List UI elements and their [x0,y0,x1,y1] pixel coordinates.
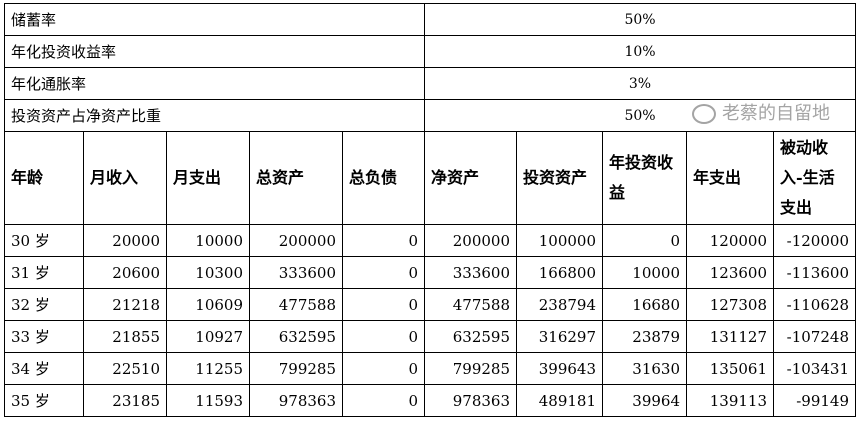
table-cell: 0 [342,288,425,321]
param-row: 投资资产占净资产比重 50% [4,99,856,132]
column-header: 投资资产 [516,131,603,225]
table-cell: 632595 [424,320,517,353]
table-cell: 34 岁 [4,352,84,385]
table-row: 33 岁 21855 10927 632595 0 632595 316297 23879 13… [4,320,856,353]
table-row: 30 岁 20000 10000 200000 0 200000 100000 0 120000… [4,224,856,257]
column-header: 总资产 [249,131,343,225]
table-cell: -99149 [773,384,856,417]
table-cell: 0 [342,352,425,385]
column-header: 被动收入-生活支出 [773,131,856,225]
table-cell: 489181 [516,384,603,417]
param-value: 50% [424,99,856,132]
table-cell: 131127 [686,320,774,353]
table-cell: 166800 [516,256,603,289]
table-cell: 978363 [249,384,343,417]
table-cell: 35 岁 [4,384,84,417]
table-cell: 978363 [424,384,517,417]
table-cell: 333600 [424,256,517,289]
table-cell: 11593 [166,384,250,417]
header-row: 年龄 月收入 月支出 总资产 总负债 净资产 投资资产 年投资收益 年支出 被动收入-生活支出 [4,131,856,225]
table-cell: 32 岁 [4,288,84,321]
table-cell: 31 岁 [4,256,84,289]
param-value: 50% [424,3,856,36]
param-row: 年化通胀率 3% [4,67,856,100]
table-cell: 127308 [686,288,774,321]
table-cell: -113600 [773,256,856,289]
table-cell: 10609 [166,288,250,321]
table-cell: 0 [602,224,687,257]
table-cell: 0 [342,384,425,417]
param-row: 储蓄率 50% [4,3,856,36]
table-cell: 0 [342,320,425,353]
column-header: 月支出 [166,131,250,225]
table-cell: 10000 [166,224,250,257]
column-header: 年投资收益 [602,131,687,225]
table-cell: 135061 [686,352,774,385]
table-cell: -103431 [773,352,856,385]
table-cell: 23185 [83,384,167,417]
table-cell: 632595 [249,320,343,353]
table-cell: 30 岁 [4,224,84,257]
column-header: 月收入 [83,131,167,225]
param-value: 10% [424,35,856,68]
table-cell: 10000 [602,256,687,289]
table-cell: 31630 [602,352,687,385]
table-cell: 11255 [166,352,250,385]
param-value: 3% [424,67,856,100]
table-cell: 799285 [424,352,517,385]
table-cell: 22510 [83,352,167,385]
param-row: 年化投资收益率 10% [4,35,856,68]
table-cell: 0 [342,224,425,257]
table-cell: 100000 [516,224,603,257]
table-cell: 238794 [516,288,603,321]
table-row: 32 岁 21218 10609 477588 0 477588 238794 16680 12… [4,288,856,321]
table-cell: 20600 [83,256,167,289]
table-cell: 477588 [424,288,517,321]
table-cell: 200000 [424,224,517,257]
table-cell: 0 [342,256,425,289]
table-cell: 21218 [83,288,167,321]
table-cell: 39964 [602,384,687,417]
table-cell: -107248 [773,320,856,353]
column-header: 年支出 [686,131,774,225]
table-cell: 200000 [249,224,343,257]
table-cell: 21855 [83,320,167,353]
column-header: 净资产 [424,131,517,225]
table-cell: 10300 [166,256,250,289]
table-cell: 316297 [516,320,603,353]
table-cell: -110628 [773,288,856,321]
table-cell: 16680 [602,288,687,321]
param-label: 投资资产占净资产比重 [4,99,425,132]
table-row: 34 岁 22510 11255 799285 0 799285 399643 31630 13… [4,352,856,385]
param-label: 年化投资收益率 [4,35,425,68]
table-cell: 123600 [686,256,774,289]
table-row: 31 岁 20600 10300 333600 0 333600 166800 10000 12… [4,256,856,289]
table-cell: 20000 [83,224,167,257]
param-label: 年化通胀率 [4,67,425,100]
table-cell: -120000 [773,224,856,257]
column-header: 年龄 [4,131,84,225]
table-row: 35 岁 23185 11593 978363 0 978363 489181 39964 13… [4,384,856,417]
wechat-icon [692,104,716,124]
table-cell: 33 岁 [4,320,84,353]
watermark: 老蔡的自留地 [692,103,830,125]
table-cell: 139113 [686,384,774,417]
table-cell: 23879 [602,320,687,353]
param-label: 储蓄率 [4,3,425,36]
table-cell: 120000 [686,224,774,257]
financial-table: 储蓄率 50% 年化投资收益率 10% 年化通胀率 3% 投资资产占净资产比重 50% 年龄 月收… [4,3,856,417]
column-header: 总负债 [342,131,425,225]
table-cell: 399643 [516,352,603,385]
table-cell: 477588 [249,288,343,321]
table-cell: 10927 [166,320,250,353]
table-cell: 333600 [249,256,343,289]
table-cell: 799285 [249,352,343,385]
